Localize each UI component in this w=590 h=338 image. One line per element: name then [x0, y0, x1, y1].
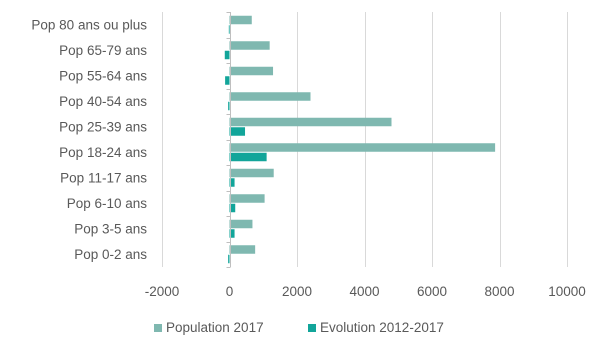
bar-population-2017 [229, 168, 274, 178]
category-label: Pop 3-5 ans [74, 221, 147, 236]
category-label: Pop 0-2 ans [74, 247, 147, 262]
legend-swatch [308, 324, 316, 332]
x-tick-labels: -2000 0 2000 4000 6000 8000 10000 [145, 284, 586, 299]
bar-evolution-2012-2017 [228, 101, 230, 111]
bar-population-2017 [229, 245, 256, 254]
bars [224, 15, 496, 264]
x-tick-label: 4000 [349, 284, 379, 299]
bar-evolution-2012-2017 [229, 178, 235, 187]
bar-evolution-2012-2017 [229, 203, 236, 213]
x-tick-label: 0 [226, 284, 234, 299]
bar-population-2017 [229, 143, 496, 152]
bar-population-2017 [229, 194, 265, 203]
category-label: Pop 25-39 ans [59, 119, 147, 134]
x-tick-label: 6000 [417, 284, 447, 299]
legend-label: Evolution 2012-2017 [320, 320, 444, 335]
x-tick-label: 10000 [548, 284, 586, 299]
category-label: Pop 6-10 ans [67, 196, 148, 211]
category-label: Pop 40-54 ans [59, 94, 147, 109]
x-tick-label: -2000 [145, 284, 180, 299]
category-axis [226, 12, 231, 268]
bar-evolution-2012-2017 [228, 254, 230, 264]
bar-evolution-2012-2017 [229, 152, 267, 162]
bar-population-2017 [229, 219, 253, 229]
bar-evolution-2012-2017 [225, 76, 230, 85]
bar-evolution-2012-2017 [228, 25, 230, 34]
bar-evolution-2012-2017 [224, 50, 230, 60]
x-tick-label: 8000 [484, 284, 514, 299]
legend-label: Population 2017 [166, 320, 264, 335]
category-label: Pop 80 ans ou plus [31, 17, 147, 32]
bar-evolution-2012-2017 [229, 229, 235, 238]
bar-population-2017 [229, 41, 270, 50]
category-label: Pop 18-24 ans [59, 145, 147, 160]
gridlines [162, 12, 568, 267]
category-label: Pop 11-17 ans [60, 170, 147, 185]
bar-population-2017 [229, 92, 311, 101]
legend: Population 2017 Evolution 2012-2017 [154, 320, 444, 335]
category-label: Pop 55-64 ans [59, 68, 147, 83]
category-labels: Pop 80 ans ou plus Pop 65-79 ans Pop 55-64… [31, 17, 147, 262]
legend-swatch [154, 324, 162, 332]
category-label: Pop 65-79 ans [59, 43, 147, 58]
bar-population-2017 [229, 66, 274, 76]
bar-evolution-2012-2017 [229, 127, 246, 136]
bar-population-2017 [229, 15, 252, 25]
x-tick-label: 2000 [282, 284, 312, 299]
bar-population-2017 [229, 117, 392, 127]
